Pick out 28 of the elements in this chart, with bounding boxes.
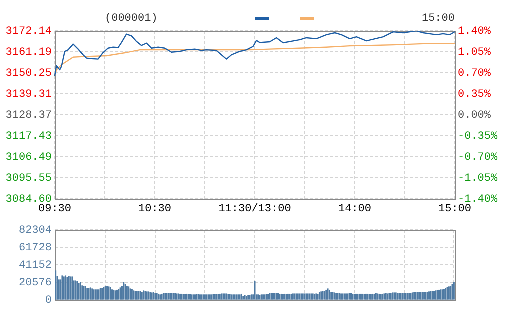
x-tick-label: 11:30/13:00 bbox=[218, 204, 292, 216]
x-tick-label: 09:30 bbox=[38, 204, 72, 216]
y-tick-label: 3128.37 bbox=[6, 110, 52, 122]
x-tick-label: 15:00 bbox=[438, 204, 472, 216]
y-tick-label: 0 bbox=[45, 294, 52, 307]
y2-tick-label: 0.35% bbox=[458, 88, 492, 101]
y2-tick-label: 1.05% bbox=[458, 46, 492, 59]
y-tick-label: 82304 bbox=[18, 224, 52, 237]
y2-tick-label: 0.00% bbox=[458, 110, 492, 122]
y-tick-label: 3161.19 bbox=[6, 46, 52, 59]
y-tick-label: 3117.43 bbox=[6, 130, 52, 143]
y2-tick-label: -0.35% bbox=[458, 130, 498, 143]
y-tick-label: 3139.31 bbox=[6, 88, 52, 101]
y-tick-label: 41152 bbox=[18, 260, 52, 272]
x-tick-label: 10:30 bbox=[138, 204, 172, 216]
chart-title: (000001) bbox=[105, 12, 158, 25]
y2-tick-label: -1.05% bbox=[458, 172, 498, 185]
y2-tick-label: 1.40% bbox=[458, 26, 492, 38]
y-tick-label: 61728 bbox=[18, 242, 52, 254]
text: 15:00 bbox=[422, 12, 455, 25]
y-tick-label: 3106.49 bbox=[6, 152, 52, 164]
y-tick-label: 3172.14 bbox=[6, 26, 52, 38]
y-tick-label: 20576 bbox=[18, 277, 52, 290]
x-tick-label: 14:00 bbox=[338, 204, 372, 216]
y2-tick-label: 0.70% bbox=[458, 68, 492, 80]
y-tick-label: 3095.55 bbox=[6, 172, 52, 185]
y2-tick-label: -0.70% bbox=[458, 152, 498, 164]
y-tick-label: 3150.25 bbox=[6, 68, 52, 80]
